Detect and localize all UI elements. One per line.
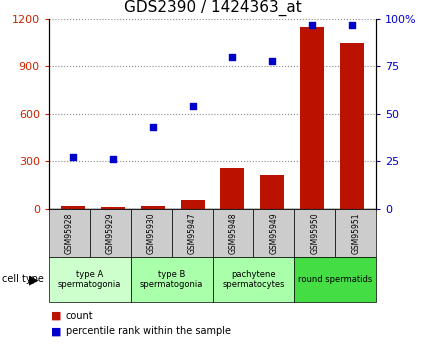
Text: GSM95947: GSM95947	[187, 212, 196, 254]
Text: GSM95948: GSM95948	[229, 212, 238, 254]
Text: GSM95950: GSM95950	[310, 212, 319, 254]
Bar	[261, 175, 284, 209]
Text: type A
spermatogonia: type A spermatogonia	[58, 270, 122, 289]
Text: cell type: cell type	[2, 275, 44, 284]
Bar	[141, 206, 164, 209]
Point	[349, 22, 356, 28]
Text: GSM95928: GSM95928	[65, 212, 74, 254]
Text: percentile rank within the sample: percentile rank within the sample	[66, 326, 231, 336]
Bar	[221, 168, 244, 209]
Text: ■: ■	[51, 326, 62, 336]
Text: GSM95930: GSM95930	[147, 212, 156, 254]
Text: GSM95929: GSM95929	[106, 212, 115, 254]
Point	[229, 54, 236, 60]
Text: GSM95951: GSM95951	[351, 212, 360, 254]
Point	[69, 155, 76, 160]
Text: ■: ■	[51, 311, 62, 321]
Text: round spermatids: round spermatids	[298, 275, 372, 284]
Point	[189, 104, 196, 109]
Bar	[300, 27, 324, 209]
Bar	[181, 200, 204, 209]
Title: GDS2390 / 1424363_at: GDS2390 / 1424363_at	[124, 0, 301, 16]
Text: ▶: ▶	[29, 273, 39, 286]
Text: pachytene
spermatocytes: pachytene spermatocytes	[222, 270, 285, 289]
Bar	[101, 207, 125, 209]
Text: GSM95949: GSM95949	[269, 212, 278, 254]
Point	[149, 124, 156, 130]
Point	[269, 58, 276, 63]
Point	[109, 157, 116, 162]
Bar	[61, 206, 85, 209]
Bar	[340, 43, 364, 209]
Point	[309, 22, 316, 28]
Text: count: count	[66, 311, 94, 321]
Text: type B
spermatogonia: type B spermatogonia	[140, 270, 203, 289]
